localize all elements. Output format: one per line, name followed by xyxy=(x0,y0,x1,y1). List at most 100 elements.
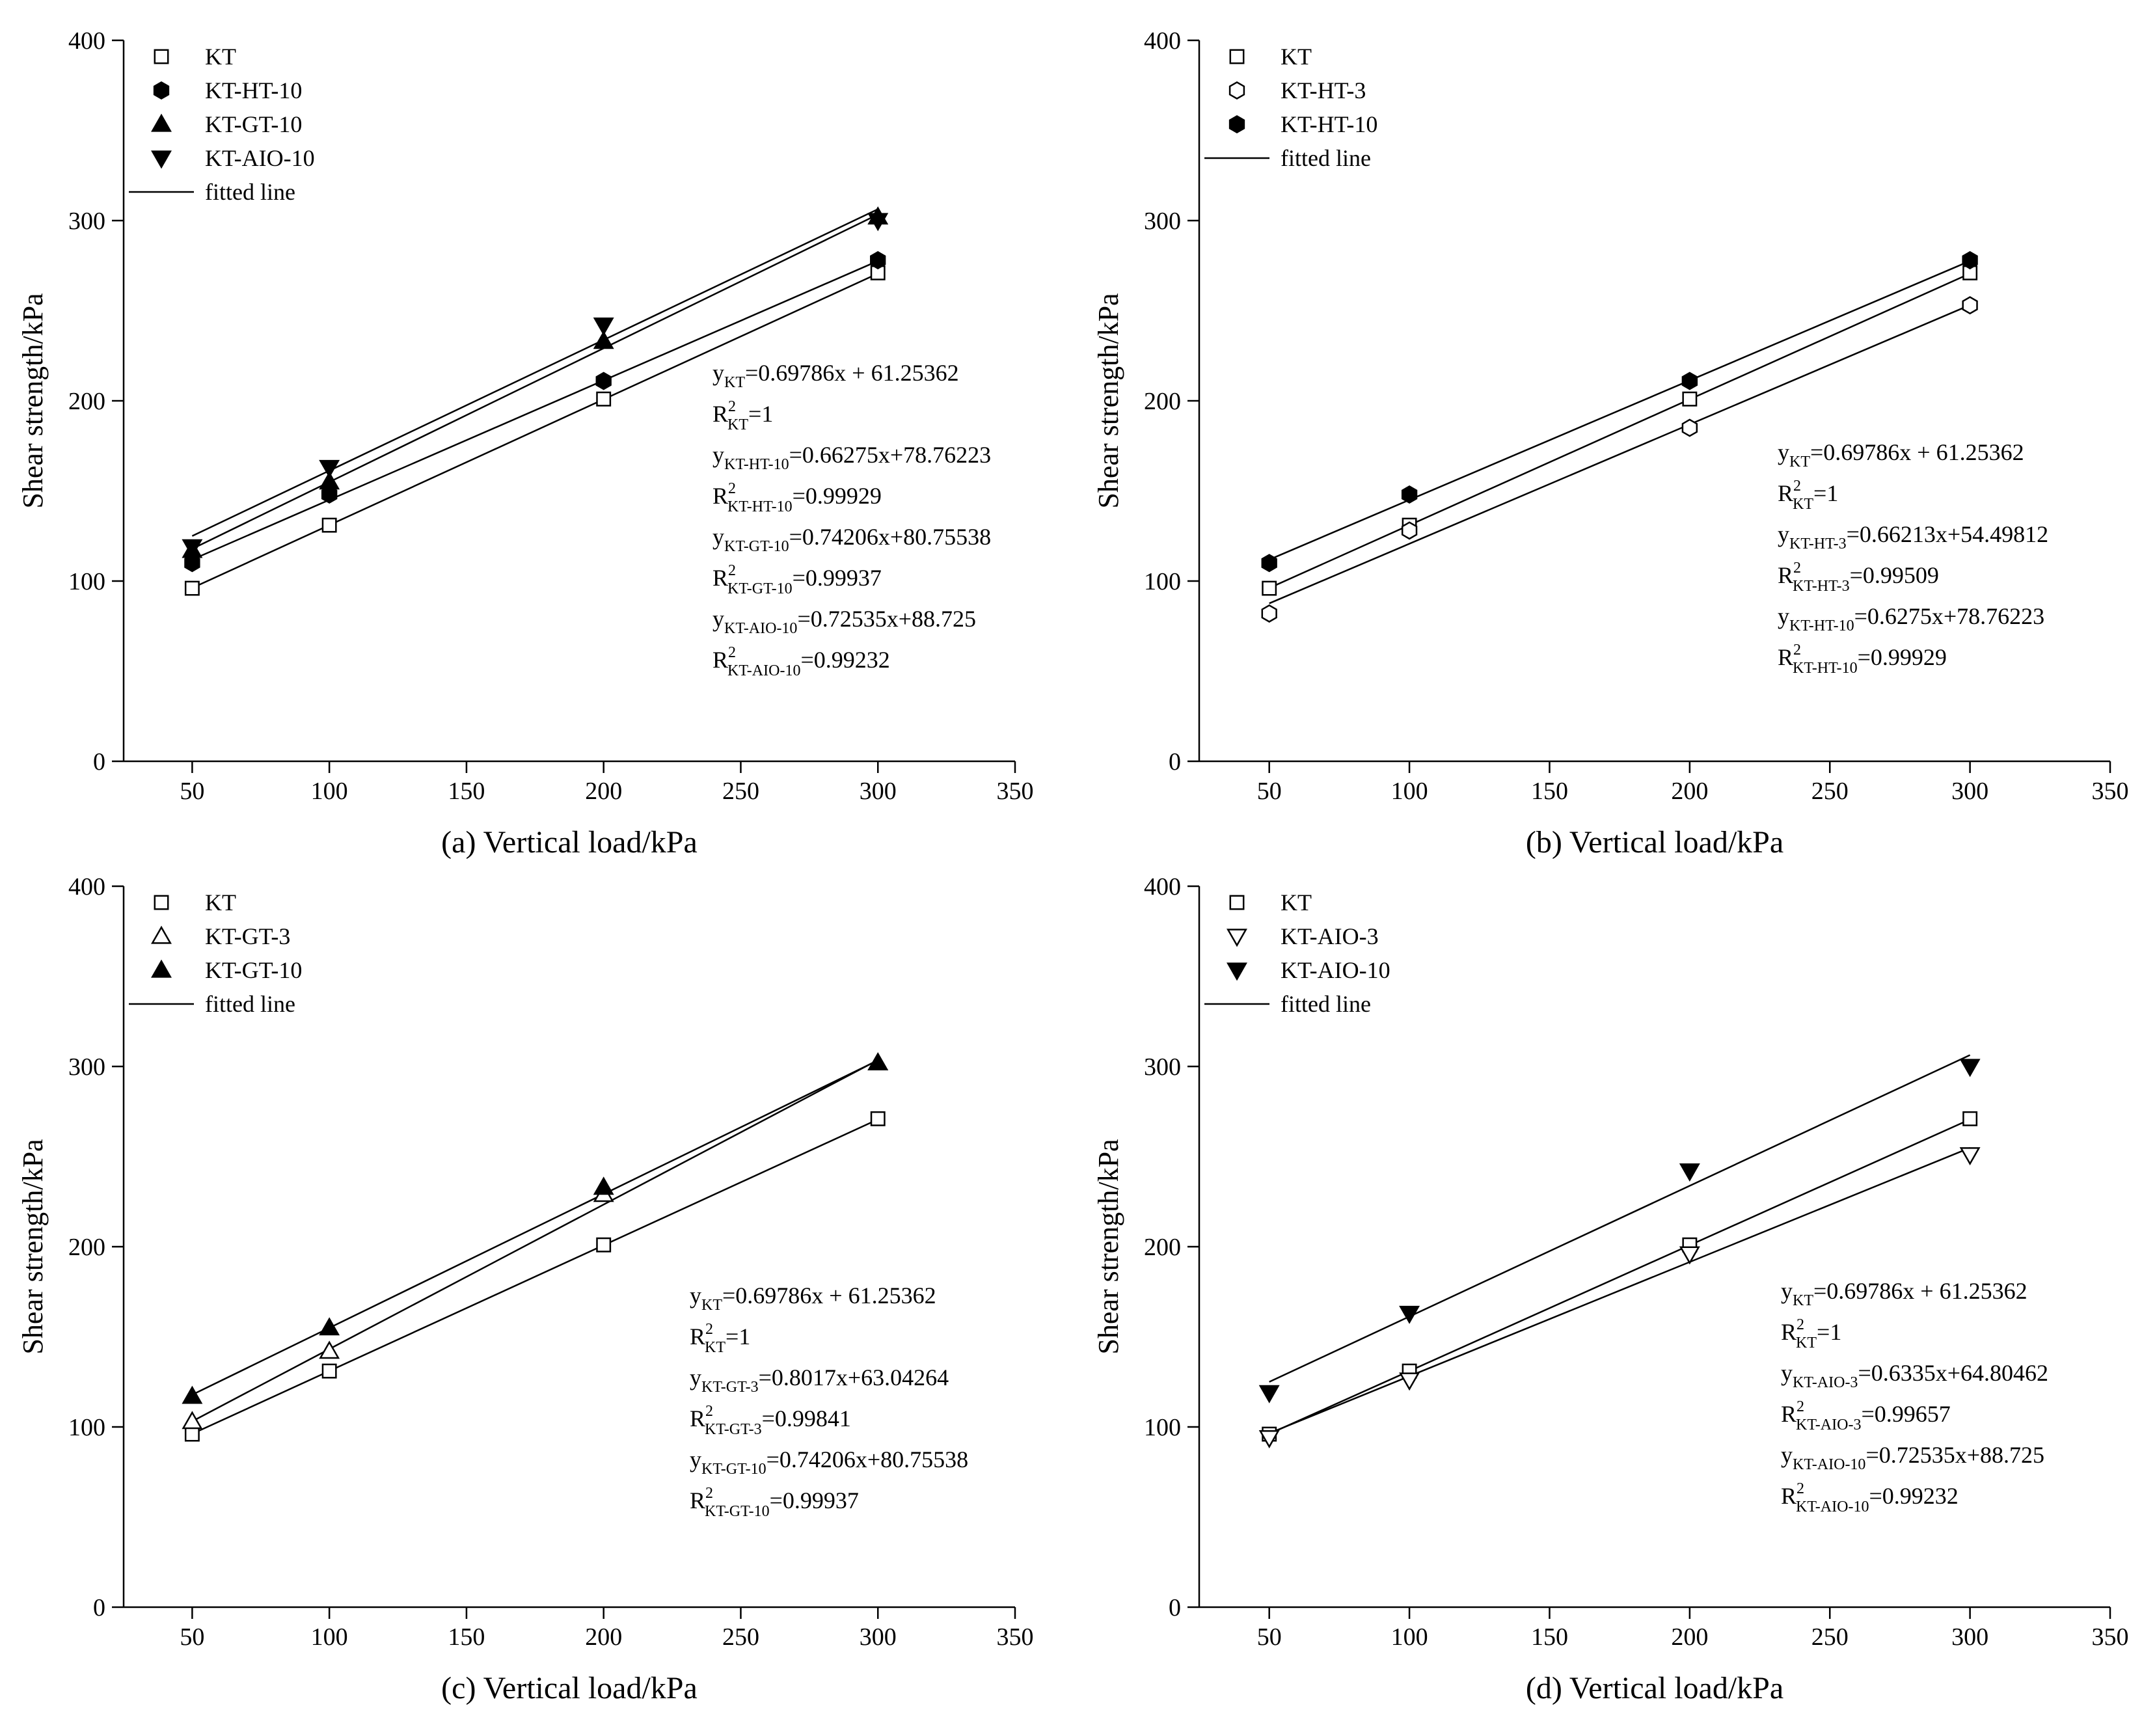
data-point-kt xyxy=(321,1363,337,1379)
fit-equation: yKT-AIO-10=0.72535x+88.725 xyxy=(712,606,976,637)
data-point-kt-ht-3 xyxy=(1962,296,1978,315)
fitted-line-kt-aio-10 xyxy=(191,208,878,537)
fit-equation: R2 KT-AIO-3=0.99657 xyxy=(1781,1398,1951,1433)
fit-equation: yKT-GT-10=0.74206x+80.75538 xyxy=(690,1446,968,1478)
data-point-kt-aio-3 xyxy=(1959,1147,1981,1166)
legend-symbol-kt xyxy=(154,49,169,64)
x-tick-label: 250 xyxy=(1811,1623,1849,1651)
fit-equation: yKT-GT-10=0.74206x+80.75538 xyxy=(712,524,991,555)
data-point-kt-aio-3 xyxy=(1399,1372,1420,1391)
panel-b: 0 100 200 300 400 50 100 150 200 250 300 350 Shear s… xyxy=(1092,27,2129,860)
fitted-line-kt-gt-10 xyxy=(191,1059,878,1396)
fitted-line-kt-ht-10 xyxy=(191,260,878,561)
y-tick-label: 400 xyxy=(68,27,105,55)
fit-equation: R2 KT-AIO-10=0.99232 xyxy=(712,644,890,679)
data-point-kt xyxy=(321,517,337,533)
data-point-kt-gt-3 xyxy=(182,1411,203,1430)
x-tick-label: 350 xyxy=(2092,778,2129,805)
legend-label: KT-AIO-10 xyxy=(1281,957,1390,983)
legend-symbol-kt xyxy=(154,895,169,910)
data-point-kt-ht-10 xyxy=(1261,554,1277,573)
fit-equation: R2 KT-AIO-10=0.99232 xyxy=(1781,1480,1959,1515)
fit-equation: R2 KT-GT-3=0.99841 xyxy=(690,1403,851,1438)
y-tick-label: 400 xyxy=(1144,873,1181,901)
fit-equation: R2 KT-HT-3=0.99509 xyxy=(1778,560,1939,595)
x-tick-label: 200 xyxy=(1671,1623,1708,1651)
y-tick-label: 100 xyxy=(1144,568,1181,595)
y-tick-label: 300 xyxy=(1144,1053,1181,1081)
x-tick-label: 250 xyxy=(1811,778,1849,805)
legend-symbol-kt-aio-10 xyxy=(151,150,172,169)
legend-symbol-kt-ht-3 xyxy=(1228,81,1245,100)
data-point-kt-ht-10 xyxy=(1962,251,1978,269)
y-tick-label: 100 xyxy=(68,1414,105,1441)
x-tick-label: 150 xyxy=(1531,1623,1568,1651)
data-point-kt xyxy=(184,580,200,596)
x-tick-label: 150 xyxy=(448,1623,485,1651)
fit-equation: R2 KT-HT-10=0.99929 xyxy=(712,480,882,515)
fitted-line-kt xyxy=(191,273,878,589)
data-point-kt xyxy=(596,391,612,407)
data-point-kt-aio-10 xyxy=(1959,1059,1981,1078)
panel-a: 0 100 200 300 400 50 100 150 200 250 300 350 Shear s… xyxy=(17,27,1034,860)
fitted-line-kt xyxy=(191,1119,878,1435)
y-tick-label: 200 xyxy=(68,388,105,415)
x-tick-label: 50 xyxy=(180,778,204,805)
x-tick-label: 250 xyxy=(722,1623,759,1651)
panel-caption: (c) Vertical load/kPa xyxy=(441,1671,698,1705)
x-tick-label: 200 xyxy=(1671,778,1708,805)
legend-symbol-kt xyxy=(1229,895,1245,910)
data-point-kt xyxy=(596,1237,612,1253)
legend-label: KT xyxy=(1281,889,1312,915)
y-tick-label: 200 xyxy=(1144,388,1181,415)
legend-label: KT-GT-10 xyxy=(205,111,302,137)
data-point-kt-ht-10 xyxy=(184,554,200,573)
fit-equation: R2 KT-GT-10=0.99937 xyxy=(712,562,882,597)
data-point-kt-gt-10 xyxy=(593,1176,614,1195)
legend-label: KT-AIO-3 xyxy=(1281,923,1379,949)
legend-label: KT-AIO-10 xyxy=(205,145,315,171)
panel-c: 0 100 200 300 400 50 100 150 200 250 300 350 Shear s… xyxy=(17,873,1034,1705)
x-tick-label: 100 xyxy=(311,1623,348,1651)
fitted-line-kt-gt-10 xyxy=(191,213,878,550)
data-point-kt-ht-10 xyxy=(1401,485,1418,504)
legend-label: KT-GT-10 xyxy=(205,957,302,983)
fit-equation: yKT-HT-10=0.66275x+78.76223 xyxy=(712,442,991,473)
y-tick-label: 0 xyxy=(1169,748,1181,776)
x-tick-label: 150 xyxy=(448,778,485,805)
fit-equation: yKT=0.69786x + 61.25362 xyxy=(690,1282,936,1314)
fitted-line-kt xyxy=(1269,273,1971,589)
x-tick-label: 350 xyxy=(2092,1623,2129,1651)
y-tick-label: 200 xyxy=(68,1234,105,1261)
legend-label: fitted line xyxy=(205,991,295,1017)
y-tick-label: 0 xyxy=(1169,1594,1181,1621)
y-tick-label: 400 xyxy=(68,873,105,901)
x-tick-label: 350 xyxy=(997,1623,1034,1651)
fit-equation: yKT=0.69786x + 61.25362 xyxy=(1778,439,2024,470)
y-axis-title: Shear strength/kPa xyxy=(17,293,49,508)
data-point-kt-aio-3 xyxy=(1258,1430,1280,1448)
x-tick-label: 50 xyxy=(180,1623,204,1651)
y-tick-label: 100 xyxy=(1144,1414,1181,1441)
x-tick-label: 200 xyxy=(585,778,622,805)
data-point-kt-aio-10 xyxy=(1679,1163,1700,1182)
data-point-kt-aio-10 xyxy=(1399,1305,1420,1324)
data-point-kt-ht-3 xyxy=(1681,418,1698,437)
legend-symbol-kt-aio-3 xyxy=(1227,929,1247,947)
legend-label: KT xyxy=(205,44,236,70)
data-point-kt xyxy=(870,1111,886,1126)
y-axis-title: Shear strength/kPa xyxy=(1092,1139,1124,1354)
legend-label: fitted line xyxy=(205,179,295,205)
legend-label: fitted line xyxy=(1281,991,1371,1017)
legend-symbol-kt-ht-10 xyxy=(1228,115,1245,134)
x-tick-label: 300 xyxy=(860,778,897,805)
x-tick-label: 100 xyxy=(1391,1623,1428,1651)
data-point-kt-gt-10 xyxy=(319,471,340,490)
x-tick-label: 300 xyxy=(860,1623,897,1651)
x-tick-label: 100 xyxy=(1391,778,1428,805)
data-point-kt-gt-10 xyxy=(867,1052,889,1071)
panel-caption: (a) Vertical load/kPa xyxy=(441,825,698,860)
data-point-kt-gt-10 xyxy=(593,331,614,349)
data-point-kt-gt-10 xyxy=(319,1317,340,1336)
fitted-line-kt-gt-3 xyxy=(191,1059,878,1422)
